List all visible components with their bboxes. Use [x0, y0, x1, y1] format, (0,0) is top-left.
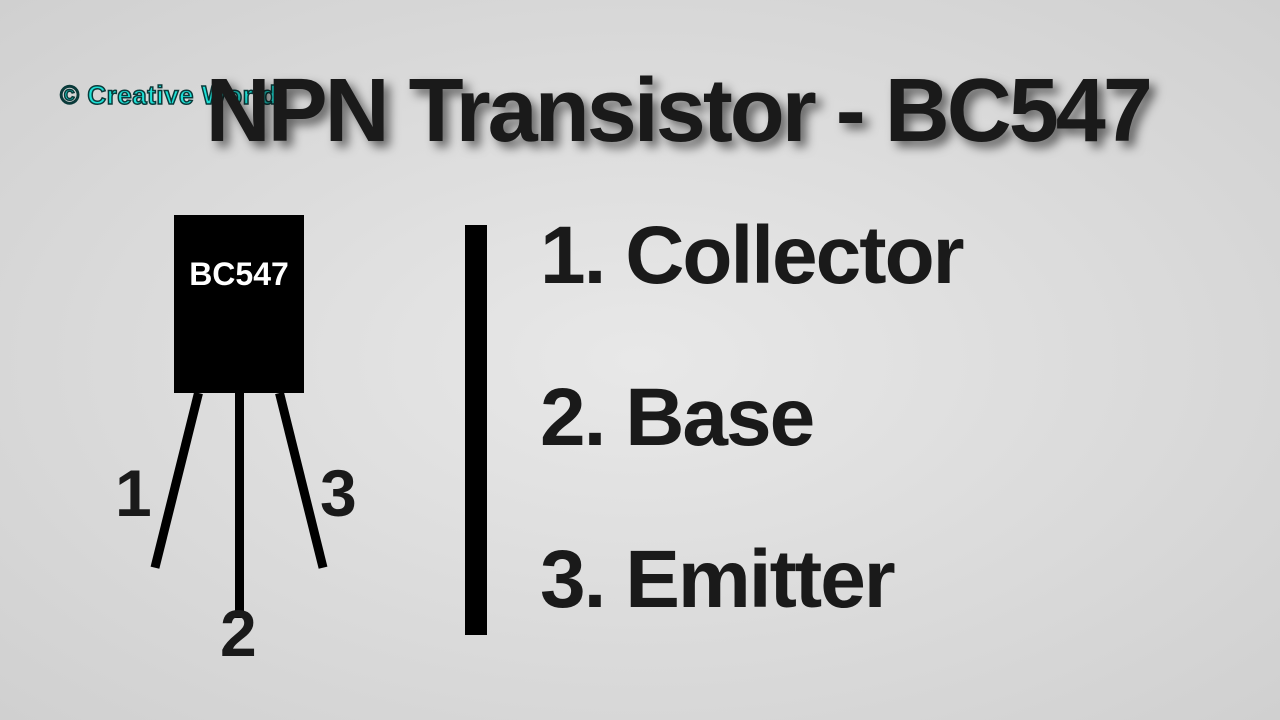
transistor-diagram: BC547 1 2 3 — [120, 215, 380, 675]
pin-list-num: 2. — [540, 372, 604, 463]
vertical-divider — [465, 225, 487, 635]
pin-list-name: Collector — [625, 210, 962, 301]
transistor-leg-2 — [235, 393, 244, 618]
pin-list: 1. Collector 2. Base 3. Emitter — [540, 215, 963, 621]
page-title: NPN Transistor - BC547 — [206, 60, 1150, 163]
transistor-body: BC547 — [174, 215, 304, 393]
pin-number-1: 1 — [115, 455, 152, 531]
pin-list-num: 1. — [540, 210, 604, 301]
transistor-leg-1 — [151, 392, 203, 569]
list-item: 2. Base — [540, 377, 963, 459]
list-item: 1. Collector — [540, 215, 963, 297]
transistor-body-label: BC547 — [189, 256, 289, 293]
pin-number-3: 3 — [320, 455, 357, 531]
pin-list-name: Emitter — [625, 534, 894, 625]
pin-list-num: 3. — [540, 534, 604, 625]
pin-number-2: 2 — [220, 595, 257, 671]
pin-list-name: Base — [625, 372, 813, 463]
list-item: 3. Emitter — [540, 539, 963, 621]
